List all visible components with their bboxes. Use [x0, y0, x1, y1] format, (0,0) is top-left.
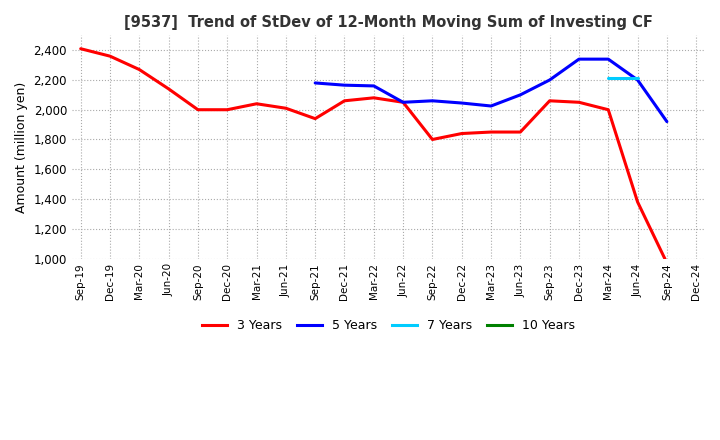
- 3 Years: [106, 54, 114, 59]
- 3 Years: [282, 106, 290, 111]
- 5 Years: [428, 98, 437, 103]
- 3 Years: [76, 46, 85, 51]
- 3 Years: [604, 107, 613, 112]
- 5 Years: [575, 56, 583, 62]
- 3 Years: [662, 260, 671, 266]
- 5 Years: [399, 99, 408, 105]
- 3 Years: [252, 101, 261, 106]
- Title: [9537]  Trend of StDev of 12-Month Moving Sum of Investing CF: [9537] Trend of StDev of 12-Month Moving…: [124, 15, 653, 30]
- 3 Years: [487, 129, 495, 135]
- 5 Years: [604, 56, 613, 62]
- 3 Years: [194, 107, 202, 112]
- 7 Years: [634, 76, 642, 81]
- 3 Years: [516, 129, 525, 135]
- 3 Years: [575, 99, 583, 105]
- 5 Years: [487, 103, 495, 109]
- 3 Years: [369, 95, 378, 100]
- Line: 5 Years: 5 Years: [315, 59, 667, 121]
- 3 Years: [311, 116, 320, 121]
- 5 Years: [662, 119, 671, 124]
- 3 Years: [164, 86, 173, 92]
- 5 Years: [545, 77, 554, 83]
- 3 Years: [135, 67, 144, 72]
- 3 Years: [428, 137, 437, 142]
- 3 Years: [545, 98, 554, 103]
- 3 Years: [457, 131, 466, 136]
- 5 Years: [457, 100, 466, 106]
- 5 Years: [516, 92, 525, 98]
- Y-axis label: Amount (million yen): Amount (million yen): [15, 81, 28, 213]
- 3 Years: [340, 98, 348, 103]
- 5 Years: [311, 81, 320, 86]
- 5 Years: [369, 83, 378, 88]
- 5 Years: [340, 83, 348, 88]
- Line: 3 Years: 3 Years: [81, 49, 667, 263]
- Legend: 3 Years, 5 Years, 7 Years, 10 Years: 3 Years, 5 Years, 7 Years, 10 Years: [197, 314, 580, 337]
- 3 Years: [223, 107, 232, 112]
- 3 Years: [399, 99, 408, 105]
- 7 Years: [604, 76, 613, 81]
- 5 Years: [634, 77, 642, 83]
- 3 Years: [634, 199, 642, 205]
